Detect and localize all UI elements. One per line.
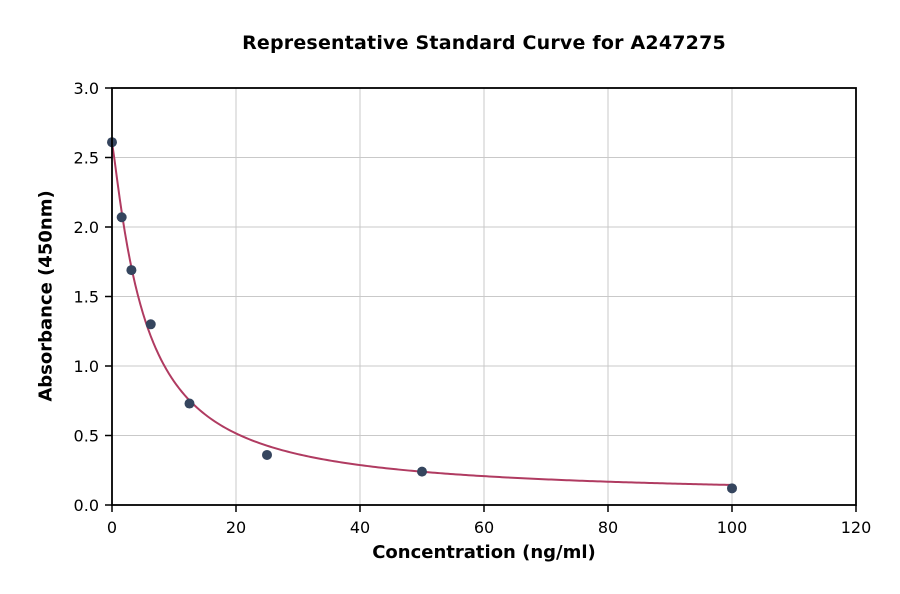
data-point (126, 265, 137, 276)
y-tick-label: 0.0 (74, 496, 99, 515)
fit-curve (111, 142, 733, 486)
data-point (116, 212, 127, 223)
x-tick-label: 0 (107, 518, 117, 537)
x-tick-label: 60 (474, 518, 494, 537)
data-point (417, 466, 427, 477)
data-point (262, 449, 272, 460)
y-tick-label: 3.0 (74, 79, 99, 98)
x-tick-label: 80 (598, 518, 618, 537)
x-axis-label: Concentration (ng/ml) (372, 542, 596, 563)
x-tick-label: 20 (226, 518, 246, 537)
x-tick-label: 40 (350, 518, 370, 537)
x-tick-label: 100 (717, 518, 748, 537)
chart-title: Representative Standard Curve for A24727… (242, 32, 726, 54)
data-point (145, 319, 156, 330)
x-tick-label: 120 (841, 518, 872, 537)
data-point (184, 398, 195, 409)
y-tick-label: 0.5 (74, 427, 99, 446)
y-tick-label: 2.5 (74, 149, 99, 168)
y-tick-label: 1.5 (74, 288, 99, 307)
y-tick-label: 1.0 (74, 357, 99, 376)
data-point (727, 483, 737, 494)
y-axis-label: Absorbance (450nm) (35, 190, 57, 402)
y-tick-label: 2.0 (74, 218, 99, 237)
